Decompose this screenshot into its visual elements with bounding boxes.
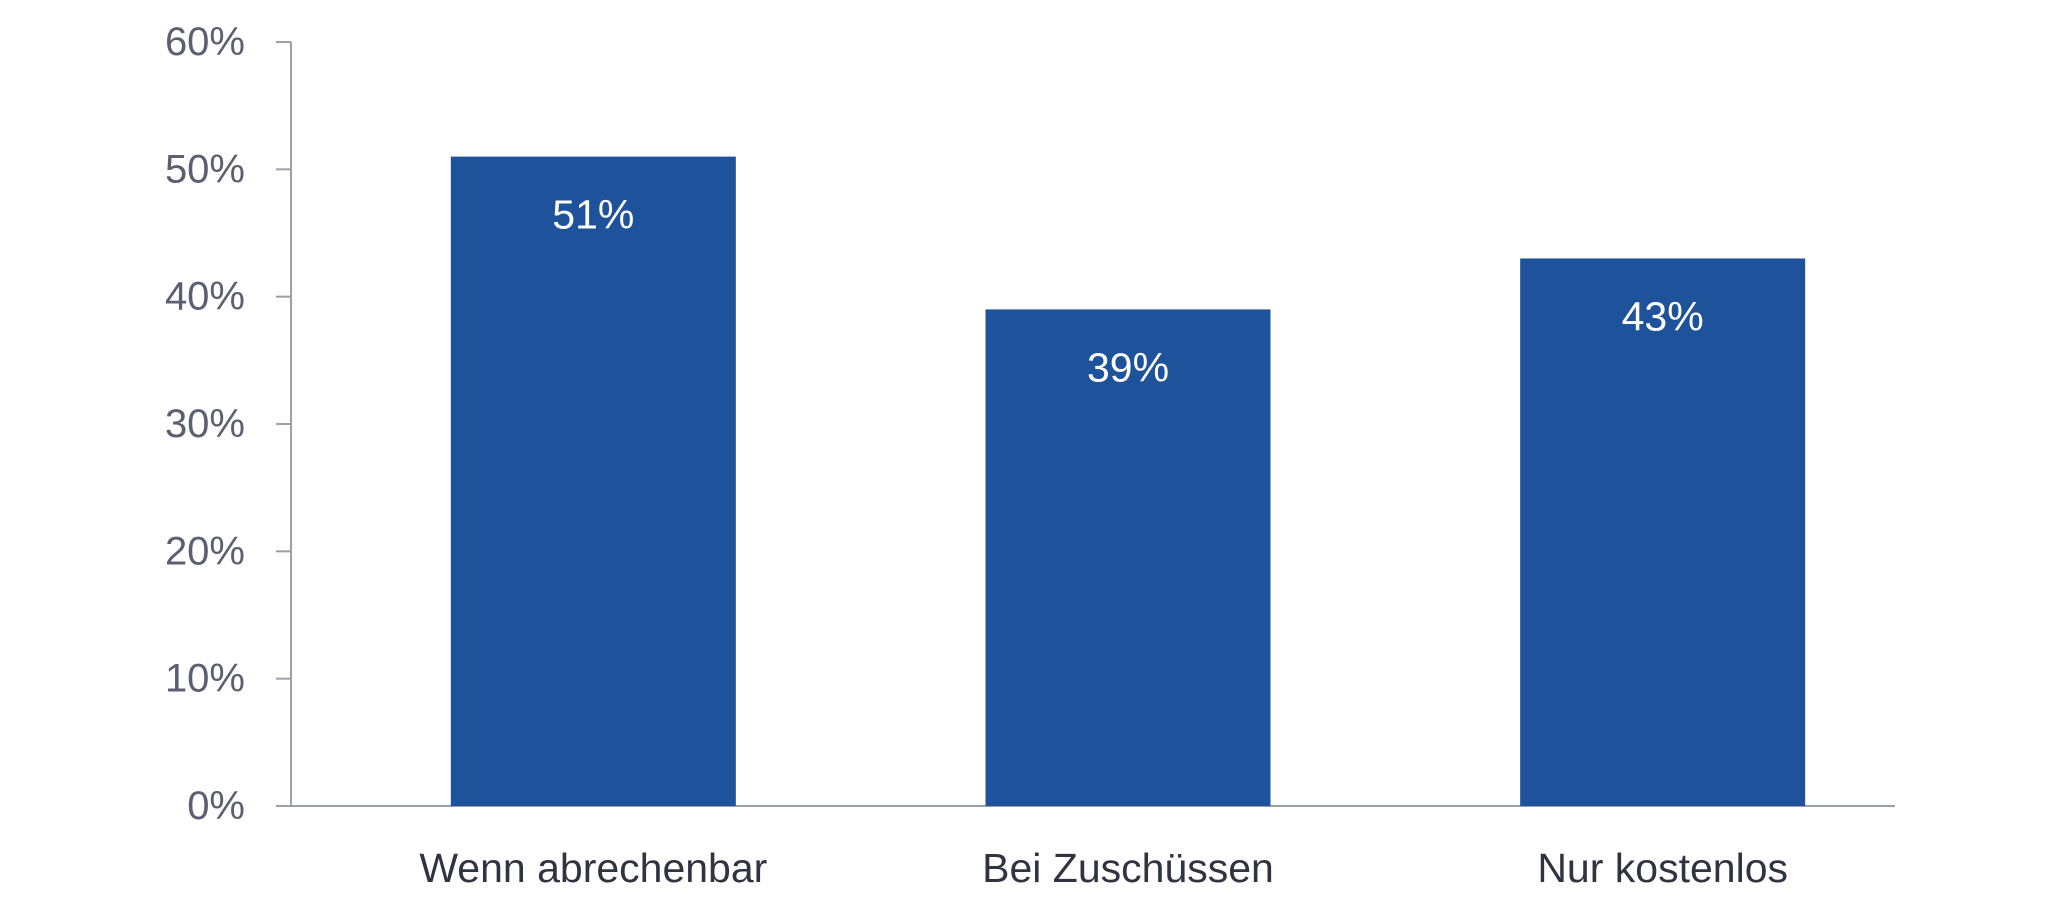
bar (450, 156, 736, 807)
y-tick-label: 50% (165, 147, 245, 191)
x-category-label: Bei Zuschüssen (982, 845, 1274, 891)
y-tick-label: 10% (165, 657, 245, 701)
bar-data-label: 43% (1622, 293, 1704, 339)
y-tick-label: 30% (165, 402, 245, 446)
y-tick-label: 0% (187, 784, 245, 828)
data-labels: 51% 39% 43% (552, 192, 1703, 391)
x-category-label: Wenn abrechenbar (419, 845, 767, 891)
y-tick-label: 20% (165, 529, 245, 573)
bar (1520, 258, 1806, 806)
category-labels: Wenn abrechenbar Bei Zuschüssen Nur kosten… (419, 845, 1788, 891)
y-axis: 0% 10% 20% 30% 40% 50% 60% (165, 20, 292, 828)
y-tick-label: 60% (165, 20, 245, 64)
bar-data-label: 51% (552, 192, 634, 238)
bar-data-label: 39% (1087, 344, 1169, 390)
bars (450, 156, 1806, 807)
x-category-label: Nur kostenlos (1537, 845, 1788, 891)
y-tick-label: 40% (165, 275, 245, 319)
bar (985, 309, 1271, 806)
